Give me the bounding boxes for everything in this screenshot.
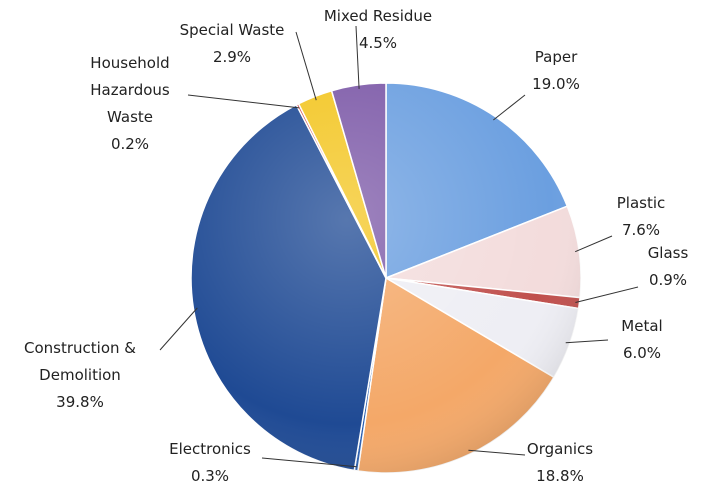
slice-label: Plastic 7.6% bbox=[601, 190, 681, 244]
leader-line bbox=[468, 449, 526, 456]
value-label: 7.6% bbox=[621, 221, 661, 239]
leader-line bbox=[493, 94, 526, 121]
leader-line bbox=[575, 286, 639, 304]
value-label: 0.2% bbox=[110, 135, 150, 153]
slice-label: Organics 18.8% bbox=[520, 436, 600, 490]
category-label: Special Waste bbox=[179, 21, 285, 39]
category-label: Construction & Demolition bbox=[24, 339, 136, 384]
slice-label: Special Waste 2.9% bbox=[167, 17, 297, 71]
value-label: 39.8% bbox=[56, 393, 104, 411]
category-label: Metal bbox=[621, 317, 663, 335]
value-label: 4.5% bbox=[358, 34, 398, 52]
leader-lines bbox=[159, 25, 639, 468]
slice-label: Household Hazardous Waste 0.2% bbox=[75, 50, 185, 158]
slice-label: Mixed Residue 4.5% bbox=[313, 3, 443, 57]
category-label: Organics bbox=[526, 440, 594, 458]
slice-label: Paper 19.0% bbox=[516, 44, 596, 98]
category-label: Paper bbox=[534, 48, 578, 66]
value-label: 18.8% bbox=[536, 467, 584, 485]
category-label: Mixed Residue bbox=[323, 7, 433, 25]
leader-line bbox=[295, 31, 317, 101]
leader-line bbox=[355, 25, 360, 89]
value-label: 19.0% bbox=[532, 75, 580, 93]
value-label: 0.3% bbox=[190, 467, 230, 485]
pie bbox=[190, 82, 582, 474]
value-label: 2.9% bbox=[212, 48, 252, 66]
slice-label: Construction & Demolition 39.8% bbox=[5, 335, 155, 416]
value-label: 0.9% bbox=[648, 271, 688, 289]
slice-label: Electronics 0.3% bbox=[155, 436, 265, 490]
leader-line bbox=[187, 94, 300, 109]
leader-line bbox=[261, 457, 357, 468]
category-label: Household Hazardous Waste bbox=[90, 54, 170, 126]
category-label: Plastic bbox=[616, 194, 666, 212]
slice-label: Glass 0.9% bbox=[638, 240, 698, 294]
slice-label: Metal 6.0% bbox=[607, 313, 677, 367]
value-label: 6.0% bbox=[622, 344, 662, 362]
leader-line bbox=[565, 339, 609, 344]
leader-line bbox=[159, 307, 198, 351]
category-label: Glass bbox=[647, 244, 689, 262]
leader-line bbox=[574, 235, 613, 253]
category-label: Electronics bbox=[169, 440, 251, 458]
